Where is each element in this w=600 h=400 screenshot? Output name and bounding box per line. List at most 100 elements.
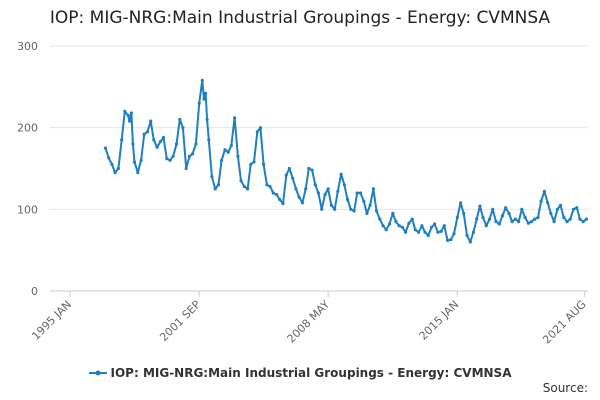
data-point[interactable] (326, 187, 330, 191)
data-point[interactable] (210, 175, 214, 179)
data-point[interactable] (323, 193, 327, 197)
data-point[interactable] (349, 207, 353, 211)
data-point[interactable] (510, 220, 514, 224)
data-point[interactable] (484, 224, 488, 228)
data-point[interactable] (452, 232, 456, 236)
data-point[interactable] (552, 220, 556, 224)
data-point[interactable] (139, 158, 143, 162)
data-point[interactable] (494, 220, 498, 224)
data-point[interactable] (429, 225, 434, 229)
data-point[interactable] (252, 160, 256, 164)
data-point[interactable] (126, 113, 130, 117)
data-point[interactable] (110, 162, 114, 166)
data-point[interactable] (239, 179, 243, 183)
data-point[interactable] (300, 201, 304, 205)
data-point[interactable] (116, 166, 120, 171)
data-point[interactable] (320, 207, 324, 211)
data-point[interactable] (507, 211, 511, 215)
data-point[interactable] (520, 207, 524, 211)
data-point[interactable] (333, 207, 337, 211)
data-point[interactable] (413, 228, 417, 232)
data-point[interactable] (371, 187, 375, 191)
data-point[interactable] (433, 222, 437, 226)
data-point[interactable] (181, 126, 185, 130)
data-point[interactable] (404, 230, 408, 234)
data-point[interactable] (168, 158, 172, 162)
data-point[interactable] (187, 154, 192, 158)
data-point[interactable] (131, 142, 135, 146)
data-point[interactable] (275, 193, 279, 197)
data-point[interactable] (374, 209, 379, 213)
data-point[interactable] (562, 215, 566, 220)
data-point[interactable] (149, 119, 153, 123)
data-point[interactable] (291, 176, 295, 180)
data-point[interactable] (426, 233, 430, 238)
data-point[interactable] (313, 183, 317, 187)
data-point[interactable] (533, 217, 537, 221)
data-point[interactable] (439, 229, 443, 233)
data-point[interactable] (339, 172, 343, 176)
data-point[interactable] (233, 116, 237, 120)
data-point[interactable] (152, 138, 156, 142)
data-point[interactable] (191, 152, 195, 156)
data-point[interactable] (184, 166, 188, 171)
data-point[interactable] (165, 157, 169, 161)
data-point[interactable] (174, 142, 179, 146)
data-point[interactable] (442, 224, 446, 228)
data-point[interactable] (497, 222, 501, 226)
data-point[interactable] (455, 215, 459, 220)
data-point[interactable] (265, 183, 269, 187)
data-point[interactable] (236, 154, 240, 158)
data-point[interactable] (136, 171, 140, 175)
data-point[interactable] (255, 130, 259, 134)
data-point[interactable] (268, 184, 272, 189)
data-point[interactable] (294, 187, 298, 191)
data-point[interactable] (107, 156, 111, 160)
data-point[interactable] (304, 187, 308, 191)
data-point[interactable] (491, 207, 495, 211)
data-point[interactable] (465, 233, 469, 238)
data-point[interactable] (197, 101, 201, 105)
data-point[interactable] (158, 140, 162, 144)
data-point[interactable] (584, 217, 589, 221)
data-point[interactable] (336, 189, 340, 193)
data-point[interactable] (578, 217, 582, 221)
data-point[interactable] (468, 240, 472, 244)
data-point[interactable] (258, 126, 262, 130)
data-point[interactable] (410, 217, 414, 221)
data-point[interactable] (345, 197, 350, 202)
data-point[interactable] (352, 209, 356, 213)
data-point[interactable] (155, 145, 159, 149)
data-point[interactable] (575, 206, 579, 210)
data-point[interactable] (471, 230, 475, 234)
data-point[interactable] (488, 217, 492, 221)
data-point[interactable] (384, 228, 388, 232)
data-point[interactable] (565, 220, 569, 224)
data-point[interactable] (103, 146, 107, 150)
data-point[interactable] (581, 220, 585, 224)
data-point[interactable] (194, 142, 198, 146)
data-point[interactable] (220, 158, 224, 162)
data-point[interactable] (459, 201, 463, 205)
data-point[interactable] (446, 238, 450, 242)
data-point[interactable] (400, 225, 405, 229)
data-point[interactable] (381, 224, 385, 228)
data-point[interactable] (216, 183, 221, 187)
data-point[interactable] (262, 162, 266, 166)
data-point[interactable] (307, 166, 311, 171)
data-point[interactable] (387, 222, 392, 226)
data-point[interactable] (171, 154, 175, 158)
data-point[interactable] (362, 199, 366, 203)
data-point[interactable] (365, 211, 369, 215)
data-point[interactable] (478, 204, 482, 208)
data-point[interactable] (539, 199, 543, 203)
data-point[interactable] (128, 119, 132, 123)
data-point[interactable] (207, 138, 211, 142)
data-point[interactable] (113, 171, 117, 175)
data-point[interactable] (284, 173, 288, 177)
data-point[interactable] (420, 224, 424, 228)
data-point[interactable] (504, 206, 508, 210)
data-point[interactable] (526, 221, 531, 225)
data-point[interactable] (391, 211, 395, 215)
data-point[interactable] (529, 220, 534, 224)
